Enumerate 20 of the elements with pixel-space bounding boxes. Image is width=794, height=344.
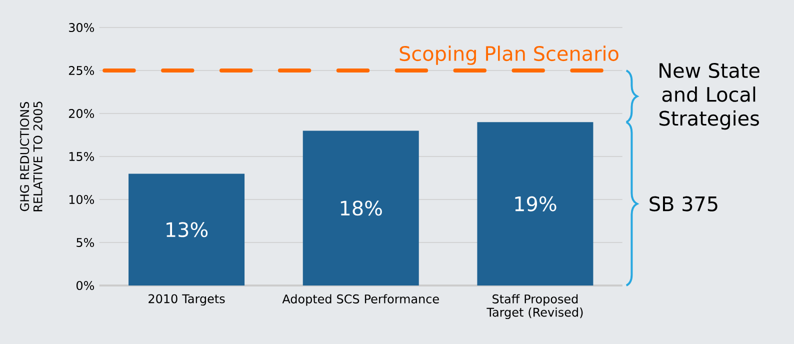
ref-line-label: Scoping Plan Scenario xyxy=(400,46,618,65)
y-tick-label: 20% xyxy=(68,109,94,118)
x-tick-label: 2010 Targets xyxy=(148,294,225,306)
y-tick-label: 15% xyxy=(69,152,94,162)
data-label: 18% xyxy=(340,200,382,216)
y-tick-label: 10% xyxy=(69,195,94,204)
y-tick-label: 5% xyxy=(76,238,94,248)
y-axis-title: GHG REDUCTIONS RELATIVE TO 2005 xyxy=(20,102,42,212)
x-tick-label: Staff Proposed Target (Revised) xyxy=(486,294,583,320)
text: SB 375 xyxy=(650,196,718,212)
y-tick-label: 0% xyxy=(76,281,94,290)
y-tick-label: 25% xyxy=(68,66,94,76)
x-tick-label: Adopted SCS Performance xyxy=(282,294,439,306)
data-label: 13% xyxy=(166,222,208,238)
bar xyxy=(128,174,245,286)
y-tick-label: 30% xyxy=(69,23,94,32)
bar xyxy=(302,130,419,286)
bar xyxy=(477,122,594,286)
data-label: 19% xyxy=(515,196,556,212)
text: New State and Local Strategies xyxy=(660,62,760,130)
